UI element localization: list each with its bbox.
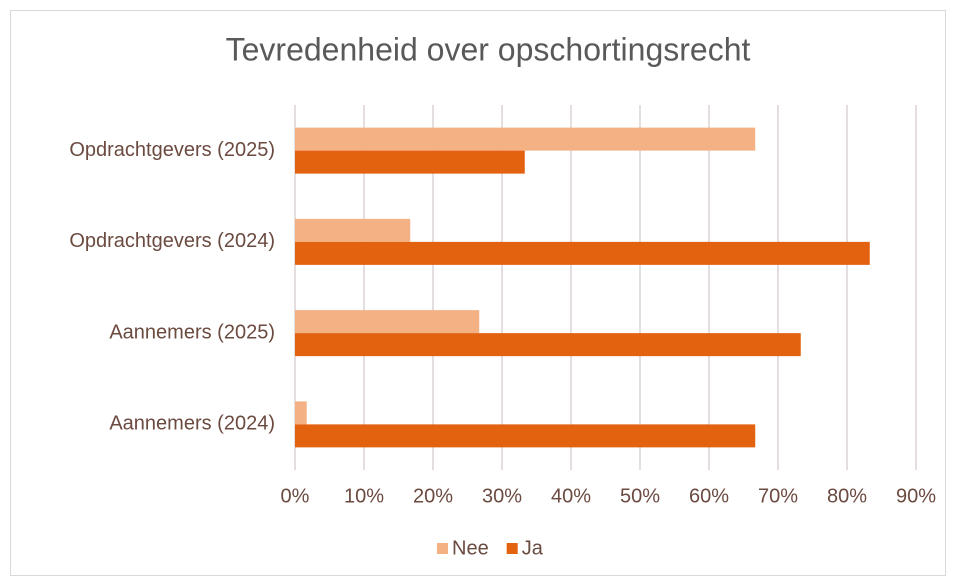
y-tick-label: Aannemers (2025) <box>109 321 275 343</box>
bar <box>295 150 525 174</box>
legend-label: Ja <box>522 537 544 559</box>
x-tick-label: 30% <box>482 485 522 507</box>
bar <box>295 424 756 448</box>
bar <box>295 333 801 357</box>
bar <box>295 401 307 425</box>
bar <box>295 127 756 151</box>
chart-border <box>10 10 946 576</box>
x-tick-label: 10% <box>344 485 384 507</box>
x-tick-label: 50% <box>620 485 660 507</box>
bar <box>295 218 411 242</box>
x-tick-label: 90% <box>896 485 936 507</box>
bar <box>295 310 480 334</box>
x-tick-label: 70% <box>758 485 798 507</box>
x-tick-label: 60% <box>689 485 729 507</box>
bar <box>295 241 870 265</box>
x-tick-label: 40% <box>551 485 591 507</box>
x-tick-label: 0% <box>281 485 310 507</box>
y-tick-label: Opdrachtgevers (2025) <box>69 139 275 161</box>
chart-title: Tevredenheid over opschortingsrecht <box>226 31 751 67</box>
x-tick-label: 80% <box>827 485 867 507</box>
legend-swatch <box>437 543 448 554</box>
y-tick-label: Opdrachtgevers (2024) <box>69 230 275 252</box>
y-tick-label: Aannemers (2024) <box>109 413 275 435</box>
legend-label: Nee <box>452 537 489 559</box>
legend-swatch <box>506 543 518 554</box>
x-tick-label: 20% <box>413 485 453 507</box>
